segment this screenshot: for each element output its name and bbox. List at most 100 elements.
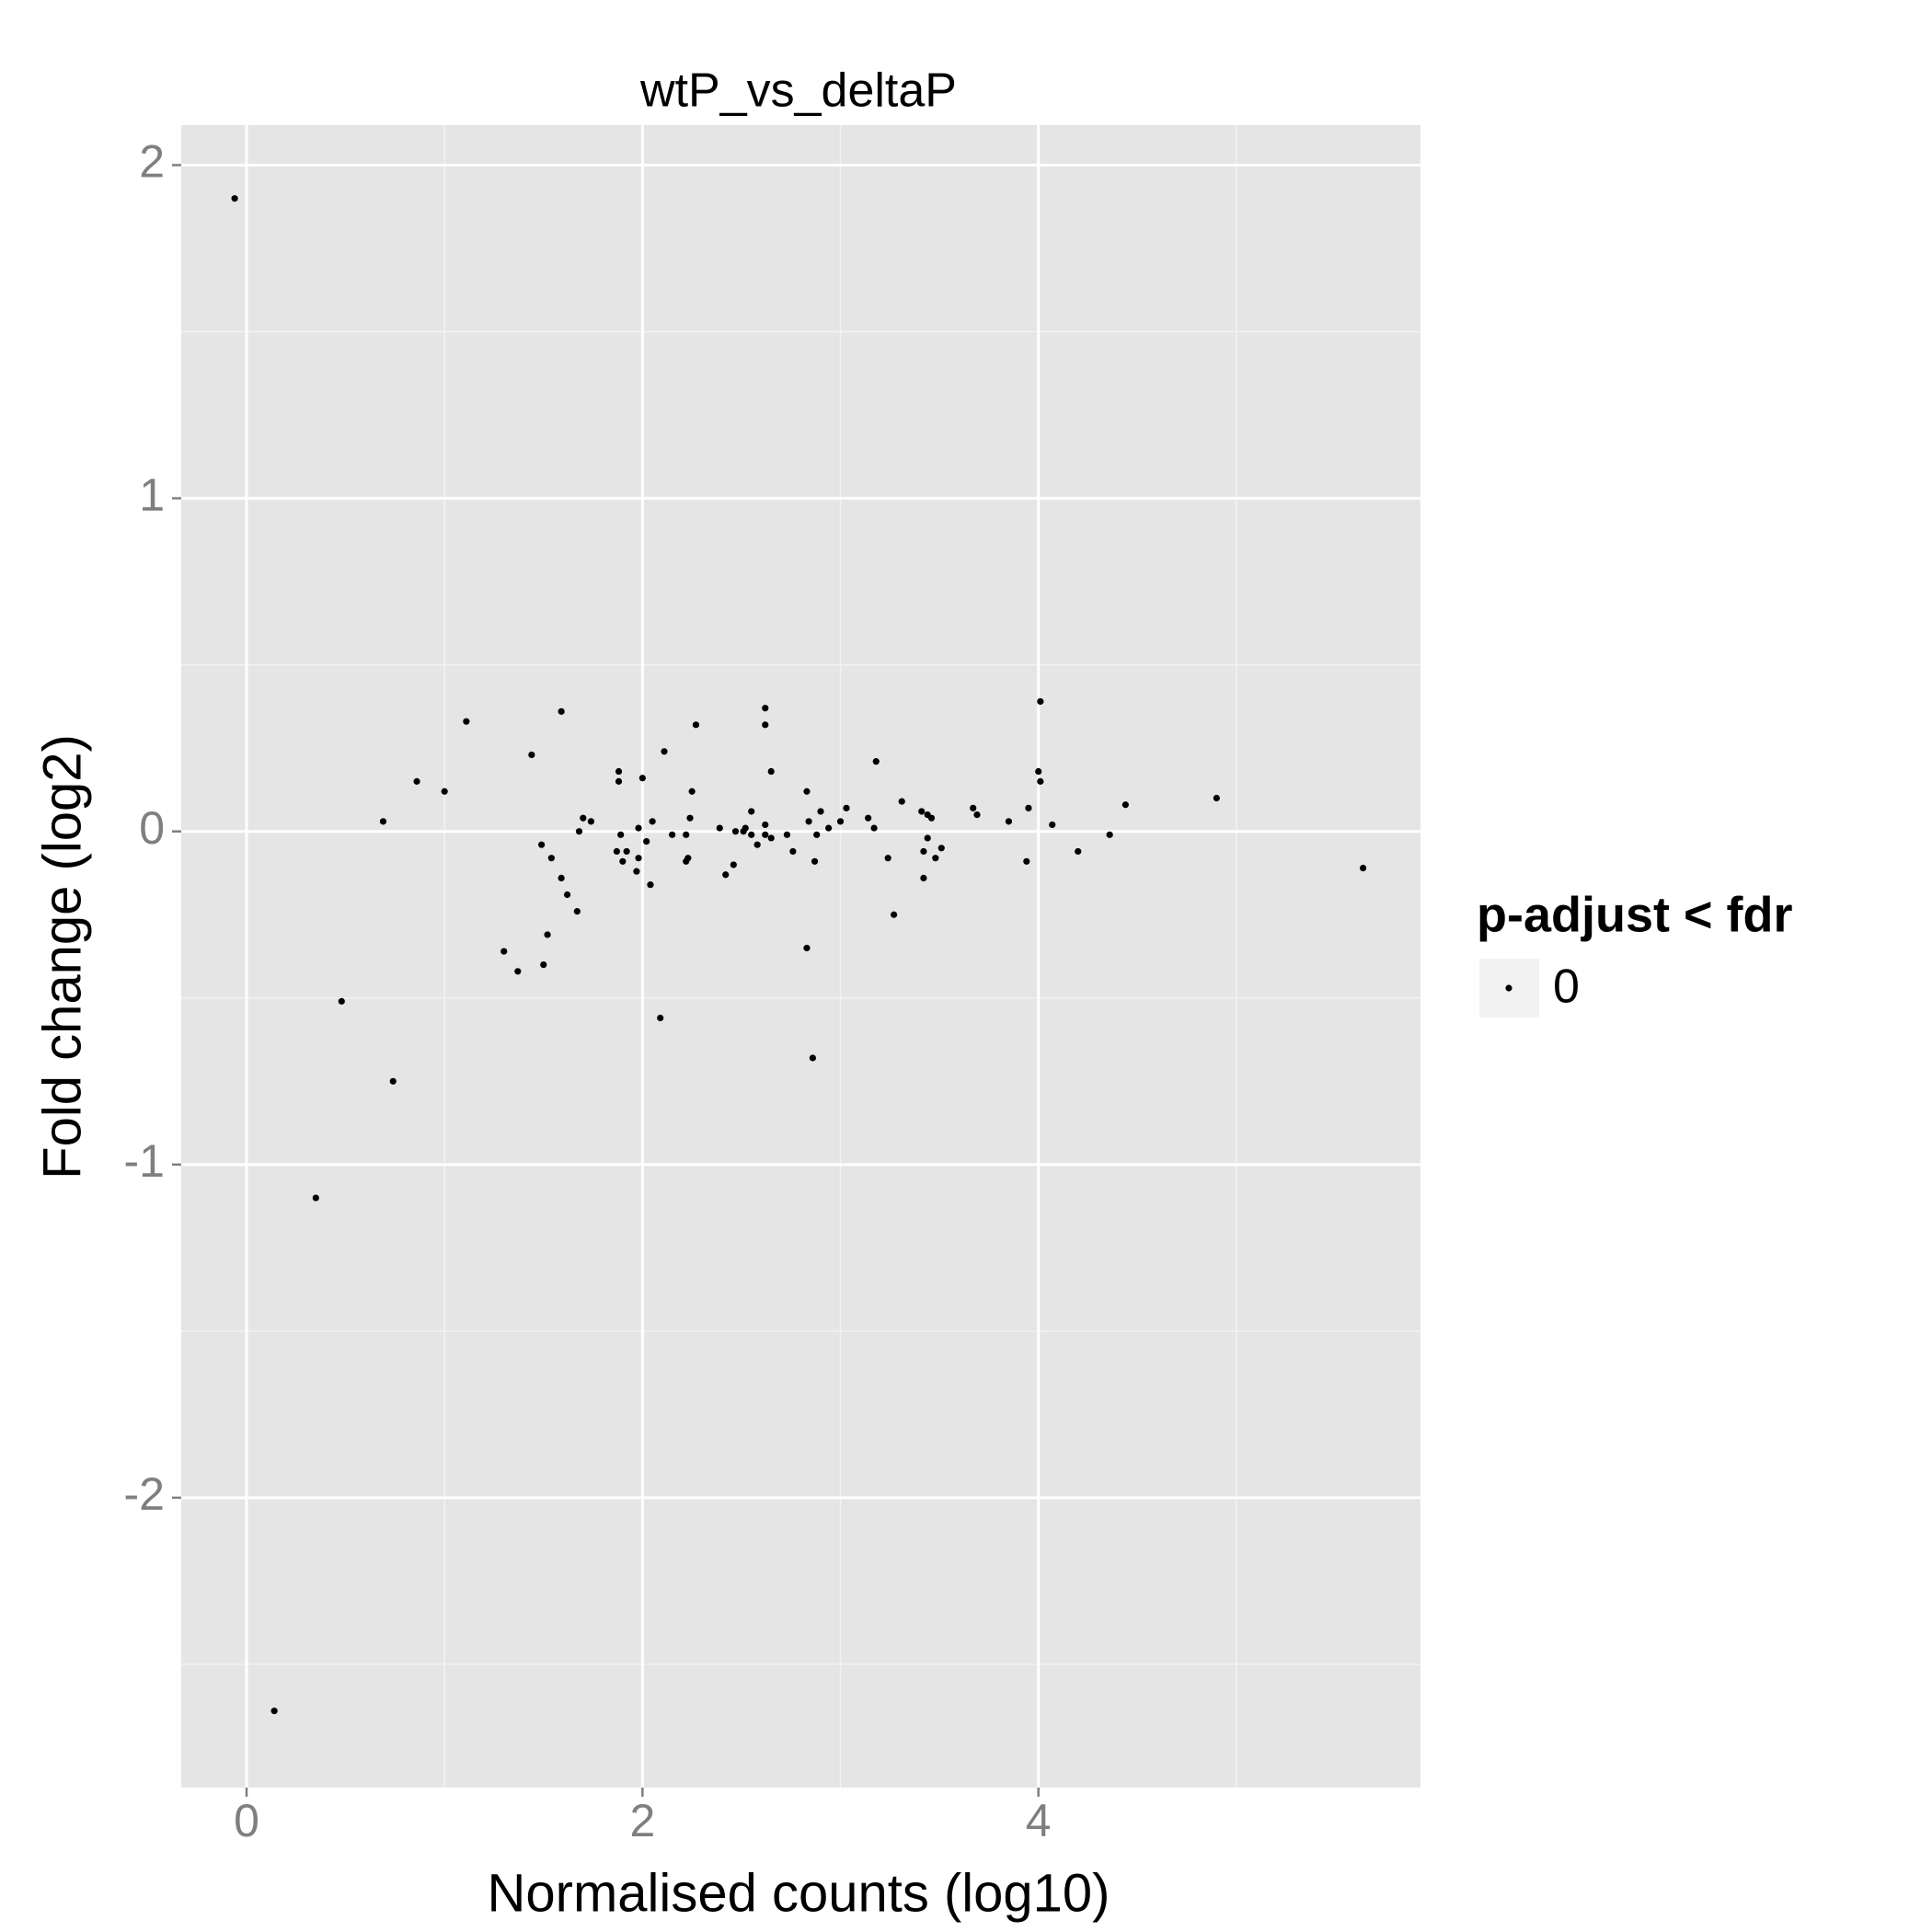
data-point xyxy=(1005,818,1013,825)
data-point xyxy=(1025,804,1032,811)
data-point xyxy=(413,777,420,785)
data-point xyxy=(623,847,630,856)
data-point xyxy=(463,718,470,725)
data-point xyxy=(932,855,939,862)
data-point xyxy=(937,845,945,852)
data-point xyxy=(898,798,905,805)
data-point xyxy=(558,874,565,882)
data-point xyxy=(762,831,769,838)
data-point xyxy=(825,824,833,832)
y-axis-label: Fold change (log2) xyxy=(32,734,92,1179)
data-point xyxy=(809,1054,817,1062)
data-point xyxy=(762,705,769,712)
data-point xyxy=(563,891,571,899)
data-point xyxy=(865,814,872,822)
y-tick-label: 2 xyxy=(139,136,165,188)
data-point xyxy=(441,788,448,795)
data-point xyxy=(575,828,583,835)
y-tick-label: -1 xyxy=(124,1135,165,1187)
data-point xyxy=(1359,864,1367,872)
data-point xyxy=(683,831,690,838)
data-point xyxy=(762,721,769,729)
data-point xyxy=(1037,697,1044,706)
x-tick-label: 0 xyxy=(234,1795,259,1846)
y-tick-label: 0 xyxy=(139,802,165,854)
data-point xyxy=(615,767,623,776)
data-point xyxy=(872,758,880,765)
data-point xyxy=(884,855,891,862)
data-point xyxy=(547,855,555,862)
data-point xyxy=(338,997,345,1005)
data-point xyxy=(619,857,627,865)
data-point xyxy=(669,831,676,838)
data-point xyxy=(789,847,797,856)
data-point xyxy=(638,775,646,782)
data-point xyxy=(544,931,551,938)
data-point xyxy=(748,808,755,815)
data-point xyxy=(688,788,696,795)
data-point xyxy=(811,857,819,865)
data-point xyxy=(803,944,811,952)
data-point xyxy=(643,837,650,845)
data-point xyxy=(1035,767,1042,776)
data-point xyxy=(686,814,694,822)
legend-marker xyxy=(1505,984,1512,992)
data-point xyxy=(973,811,981,819)
y-tick-label: -2 xyxy=(124,1468,165,1520)
data-point xyxy=(767,834,775,842)
data-point xyxy=(635,824,642,832)
data-point xyxy=(647,881,654,889)
data-point xyxy=(918,808,926,815)
data-point xyxy=(500,948,508,955)
chart-title: wtP_vs_deltaP xyxy=(639,64,957,118)
legend-title: p-adjust < fdr xyxy=(1477,887,1793,942)
data-point xyxy=(762,821,769,829)
data-point xyxy=(633,868,640,875)
data-point xyxy=(573,908,581,915)
data-point xyxy=(1121,801,1129,809)
data-point xyxy=(270,1708,278,1715)
plot-panel xyxy=(181,125,1420,1788)
data-point xyxy=(805,818,812,825)
data-point xyxy=(538,841,546,848)
y-tick-label: 1 xyxy=(139,469,165,521)
data-point xyxy=(783,831,791,838)
data-point xyxy=(1037,777,1044,785)
data-point xyxy=(635,855,642,862)
x-tick-label: 2 xyxy=(629,1795,655,1846)
data-point xyxy=(767,767,775,776)
data-point xyxy=(730,861,737,868)
data-point xyxy=(580,814,587,822)
data-point xyxy=(1049,821,1056,829)
data-point xyxy=(657,1014,664,1022)
x-axis-label: Normalised counts (log10) xyxy=(488,1863,1110,1923)
data-point xyxy=(924,834,931,842)
data-point xyxy=(1023,857,1030,865)
data-point xyxy=(661,748,668,755)
data-point xyxy=(684,855,692,862)
data-point xyxy=(1213,794,1220,802)
data-point xyxy=(891,911,898,918)
data-point xyxy=(970,804,977,811)
data-point xyxy=(1075,847,1082,856)
data-point xyxy=(312,1194,319,1202)
x-tick-label: 4 xyxy=(1026,1795,1052,1846)
data-point xyxy=(748,831,755,838)
data-point xyxy=(379,818,387,825)
data-point xyxy=(753,841,761,848)
data-point xyxy=(514,968,522,975)
data-point xyxy=(742,824,749,832)
data-point xyxy=(558,707,565,715)
data-point xyxy=(731,828,740,835)
data-point xyxy=(843,804,850,811)
data-point xyxy=(528,751,535,759)
data-point xyxy=(817,808,824,815)
data-point xyxy=(1106,831,1113,838)
data-point xyxy=(389,1077,397,1085)
legend-label: 0 xyxy=(1553,960,1580,1014)
data-point xyxy=(722,871,730,879)
data-point xyxy=(927,814,936,822)
data-point xyxy=(649,818,656,825)
data-point xyxy=(920,847,927,856)
